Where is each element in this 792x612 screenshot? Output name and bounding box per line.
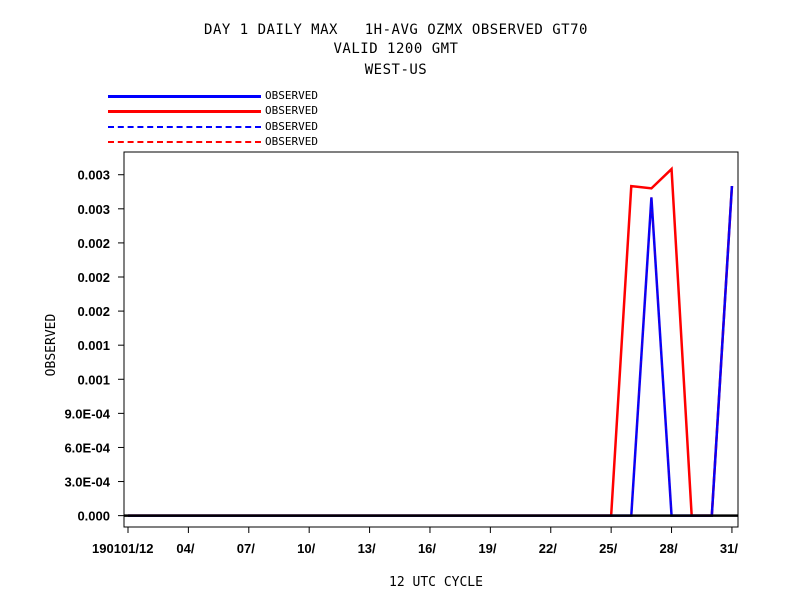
y-axis: 0.000 3.0E-04 6.0E-04 9.0E-04 0.001 0.001 0.00… bbox=[64, 168, 124, 524]
legend-swatch bbox=[108, 95, 261, 98]
x-tick-label: 28/ bbox=[660, 541, 678, 556]
x-tick-label: 16/ bbox=[418, 541, 436, 556]
legend-swatch bbox=[108, 140, 261, 143]
x-tick-label: 07/ bbox=[237, 541, 255, 556]
x-axis-title: 12 UTC CYCLE bbox=[389, 575, 483, 590]
x-tick-label: 190101/12 bbox=[92, 541, 153, 556]
legend-label: OBSERVED bbox=[265, 89, 318, 102]
x-tick-label: 19/ bbox=[478, 541, 496, 556]
legend-label: OBSERVED bbox=[265, 104, 318, 118]
y-tick-label: 0.001 bbox=[77, 338, 110, 353]
legend-swatch bbox=[108, 110, 261, 114]
y-tick-label: 0.002 bbox=[77, 304, 110, 319]
x-tick-label: 13/ bbox=[358, 541, 376, 556]
y-tick-label: 0.003 bbox=[77, 202, 110, 217]
y-tick-label: 0.001 bbox=[77, 372, 110, 387]
chart-title-line-2: VALID 1200 GMT bbox=[333, 41, 459, 57]
x-tick-label: 31/ bbox=[720, 541, 738, 556]
series-layer bbox=[128, 166, 734, 517]
y-tick-label: 0.002 bbox=[77, 236, 110, 251]
y-tick-label: 6.0E-04 bbox=[64, 440, 110, 455]
legend-label: OBSERVED bbox=[265, 134, 318, 148]
x-tick-label: 10/ bbox=[297, 541, 315, 556]
y-tick-label: 0.000 bbox=[77, 509, 110, 524]
x-tick-label: 25/ bbox=[599, 541, 617, 556]
series-line-3 bbox=[128, 186, 733, 517]
y-axis-title: OBSERVED bbox=[44, 314, 59, 377]
x-axis: 190101/12 04/07/10/13/16/19/22/25/28/31/ bbox=[92, 527, 738, 556]
y-tick-label: 0.002 bbox=[77, 270, 110, 285]
x-tick-label: 22/ bbox=[539, 541, 557, 556]
legend-swatch bbox=[108, 125, 261, 128]
plot-frame bbox=[123, 151, 739, 528]
x-tick-label: 04/ bbox=[176, 541, 194, 556]
chart-title-line-1: DAY 1 DAILY MAX 1H-AVG OZMX OBSERVED GT7… bbox=[204, 22, 588, 38]
y-tick-label: 3.0E-04 bbox=[64, 475, 110, 490]
legend-label: OBSERVED bbox=[265, 119, 318, 133]
y-tick-label: 9.0E-04 bbox=[64, 406, 110, 421]
chart-title-line-3: WEST-US bbox=[364, 62, 428, 78]
y-tick-label: 0.003 bbox=[77, 168, 110, 183]
